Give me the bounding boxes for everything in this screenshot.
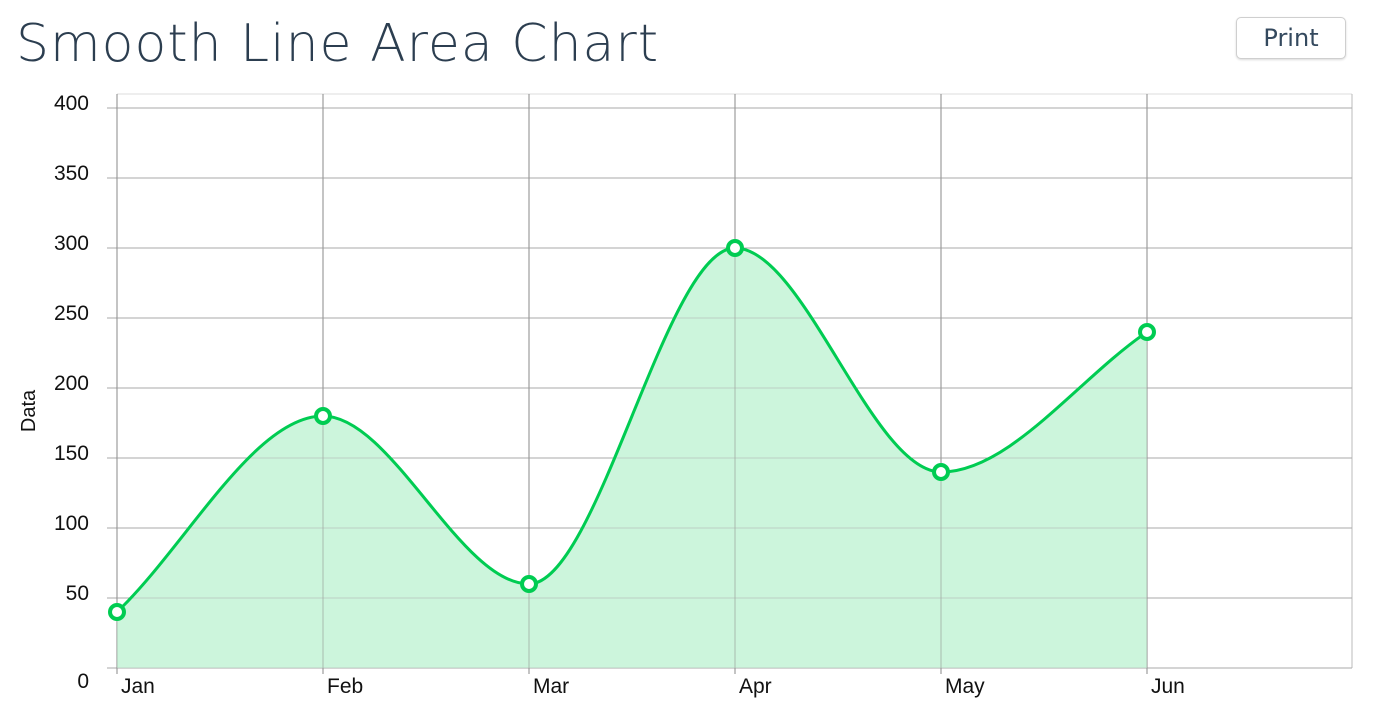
y-tick-label: 350 (54, 162, 89, 185)
y-axis-title: Data (18, 389, 40, 432)
data-point-mar[interactable] (520, 575, 538, 593)
y-axis-ticks: 0 50 100 150 200 250 300 350 400 (54, 92, 89, 693)
y-tick-label: 250 (54, 302, 89, 325)
y-tick-label: 300 (54, 232, 89, 255)
data-point-apr[interactable] (726, 239, 744, 257)
data-point-jan[interactable] (108, 603, 126, 621)
x-tick-label: May (945, 675, 985, 698)
x-tick-label: Jun (1151, 675, 1185, 698)
y-tick-label: 150 (54, 442, 89, 465)
data-point-may[interactable] (932, 463, 950, 481)
y-tick-label: 50 (66, 582, 89, 605)
y-tick-label: 100 (54, 512, 89, 535)
y-tick-label: 200 (54, 372, 89, 395)
data-point-feb[interactable] (314, 407, 332, 425)
y-tick-label: 0 (77, 670, 89, 693)
x-tick-label: Jan (121, 675, 155, 698)
x-tick-label: Apr (739, 675, 772, 698)
page-title: Smooth Line Area Chart (16, 14, 660, 74)
y-tick-label: 400 (54, 92, 89, 115)
data-point-jun[interactable] (1138, 323, 1156, 341)
x-tick-label: Feb (327, 675, 363, 698)
x-axis-ticks: Jan Feb Mar Apr May Jun (121, 675, 1185, 698)
plot-area (108, 94, 1352, 669)
print-button[interactable]: Print (1236, 17, 1346, 59)
x-tick-label: Mar (533, 675, 569, 698)
